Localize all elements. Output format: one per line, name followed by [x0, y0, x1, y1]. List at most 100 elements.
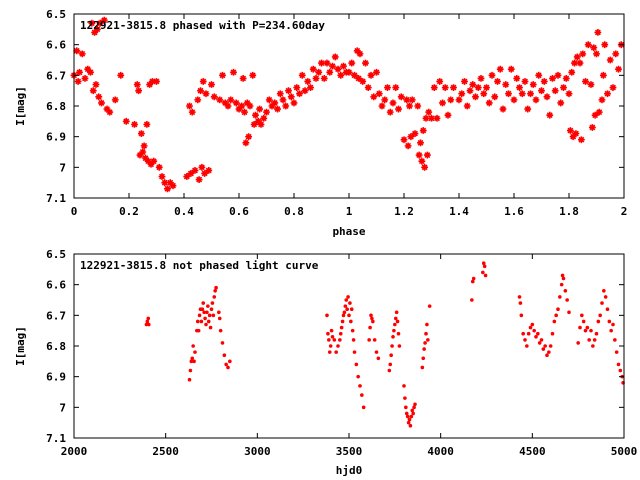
- x-tick-label: 4000: [427, 445, 454, 458]
- data-point: [282, 102, 290, 110]
- data-point: [361, 405, 366, 410]
- data-point: [293, 84, 301, 91]
- data-point: [309, 65, 317, 73]
- data-point: [421, 163, 429, 171]
- data-point: [122, 117, 130, 125]
- data-point: [202, 310, 206, 315]
- data-point: [384, 84, 391, 91]
- unphased-plot-frame: [73, 253, 625, 439]
- y-tick-label: 7: [59, 161, 66, 174]
- data-point: [513, 75, 521, 82]
- data-point: [328, 344, 333, 348]
- data-point: [609, 328, 613, 333]
- data-point: [318, 59, 325, 67]
- data-point: [76, 68, 83, 76]
- data-point: [354, 362, 359, 367]
- data-point: [208, 81, 215, 88]
- data-point: [166, 179, 174, 187]
- data-point: [562, 75, 570, 82]
- data-point: [203, 316, 207, 321]
- data-point: [436, 78, 444, 85]
- y-tick-label: 6.9: [46, 131, 66, 144]
- data-point: [140, 142, 148, 150]
- data-point: [195, 176, 203, 183]
- data-point: [242, 139, 250, 147]
- data-point: [471, 276, 476, 281]
- data-point: [103, 105, 111, 113]
- data-point: [344, 298, 349, 302]
- data-point: [502, 81, 510, 88]
- data-point: [358, 384, 362, 388]
- data-point: [298, 71, 306, 79]
- data-point: [296, 90, 303, 98]
- data-point: [559, 282, 564, 287]
- data-point: [201, 301, 206, 305]
- data-point: [404, 405, 408, 410]
- data-point: [337, 71, 345, 79]
- data-point: [235, 105, 243, 113]
- data-point: [563, 289, 568, 293]
- data-point: [265, 96, 273, 104]
- data-point: [367, 338, 371, 342]
- data-point: [481, 261, 486, 266]
- data-point: [407, 133, 415, 141]
- data-point: [521, 78, 529, 85]
- data-point: [188, 368, 193, 373]
- data-point: [420, 365, 425, 370]
- data-point: [192, 359, 196, 364]
- data-point: [581, 319, 586, 324]
- data-point: [351, 71, 358, 79]
- data-point: [554, 313, 558, 318]
- unphased-axis-ticks: 2000 2500 3000 3500 4000 4500 5000 6.5 6.6 6.7 6.8…: [46, 248, 637, 458]
- data-point: [408, 423, 413, 428]
- phased-y-axis-label: I[mag]: [14, 86, 27, 126]
- data-point: [538, 87, 545, 95]
- data-point: [287, 93, 295, 101]
- data-point: [193, 350, 197, 354]
- y-tick-label: 6.6: [46, 279, 66, 292]
- x-tick-label: 1.4: [449, 205, 469, 218]
- data-point: [350, 328, 355, 333]
- data-point: [491, 93, 499, 101]
- data-point: [111, 96, 119, 104]
- data-point: [470, 279, 475, 284]
- unphased-data-points: [144, 261, 625, 428]
- data-point: [390, 344, 394, 348]
- data-point: [338, 338, 342, 342]
- data-point: [393, 316, 398, 321]
- data-point: [307, 84, 314, 91]
- data-point: [183, 173, 191, 180]
- data-point: [191, 167, 199, 174]
- data-point: [142, 154, 149, 162]
- data-point: [95, 93, 103, 101]
- x-tick-label: 0.8: [284, 205, 304, 218]
- data-point: [604, 90, 611, 98]
- data-point: [594, 331, 599, 336]
- data-point: [89, 87, 97, 95]
- data-point: [194, 96, 202, 104]
- data-point: [145, 319, 150, 324]
- data-point: [523, 338, 527, 342]
- unphased-chart-title: 122921-3815.8 not phased light curve: [80, 259, 319, 272]
- data-point: [246, 102, 254, 110]
- data-point: [92, 81, 100, 88]
- data-point: [245, 133, 253, 141]
- data-point: [81, 75, 89, 82]
- data-point: [342, 310, 347, 315]
- data-point: [374, 350, 379, 354]
- data-point: [527, 90, 534, 98]
- data-point: [618, 368, 623, 373]
- data-point: [609, 84, 617, 91]
- data-point: [378, 102, 386, 110]
- data-point: [88, 19, 96, 27]
- data-point: [243, 99, 251, 107]
- data-point: [312, 75, 320, 82]
- data-point: [343, 304, 348, 308]
- data-point: [419, 127, 427, 134]
- data-point: [263, 108, 270, 116]
- data-point: [147, 160, 155, 168]
- data-point: [485, 99, 493, 107]
- data-point: [372, 338, 377, 342]
- data-point: [404, 142, 412, 150]
- data-point: [598, 313, 602, 318]
